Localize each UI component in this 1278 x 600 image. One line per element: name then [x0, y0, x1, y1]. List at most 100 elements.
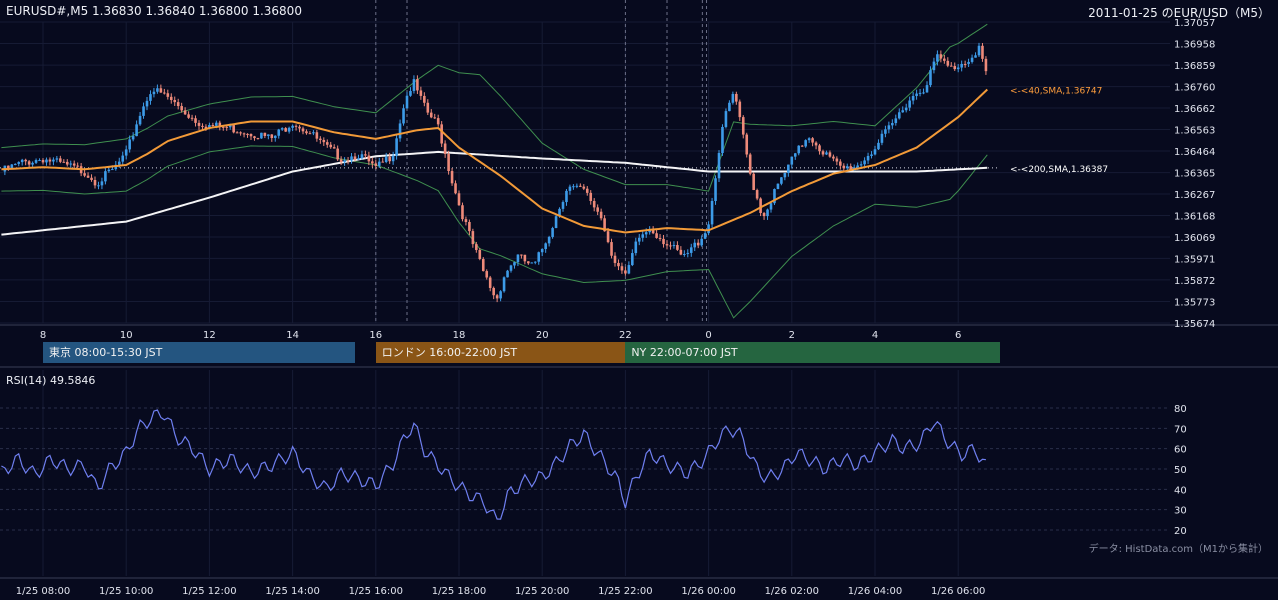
candle-body	[845, 166, 849, 169]
candle-body	[956, 67, 960, 70]
candle-body	[568, 186, 572, 191]
candle-body	[617, 262, 620, 267]
candle-body	[946, 60, 950, 66]
candle-body	[859, 164, 863, 166]
candle-body	[665, 244, 669, 246]
candle-body	[700, 238, 703, 246]
symbol-info: EURUSD#,M5 1.36830 1.36840 1.36800 1.368…	[6, 4, 302, 18]
candle-body	[547, 236, 551, 244]
candle-body	[533, 261, 537, 263]
candle-body	[97, 185, 100, 187]
candle-body	[637, 237, 641, 242]
candle-body	[128, 139, 131, 150]
candlestick-series	[3, 42, 988, 303]
candle-body	[468, 222, 471, 232]
time-tick-label: 1/25 18:00	[432, 586, 486, 597]
candle-body	[13, 163, 17, 165]
candle-body	[215, 122, 218, 126]
candle-body	[738, 101, 742, 118]
candle-body	[800, 145, 804, 147]
candle-body	[72, 163, 76, 166]
candle-body	[298, 126, 301, 129]
candle-body	[100, 181, 104, 186]
hour-tick-label: 4	[872, 330, 878, 341]
candle-body	[589, 192, 593, 201]
candle-body	[676, 245, 679, 250]
candle-body	[585, 188, 589, 193]
candle-body	[901, 110, 905, 113]
candle-body	[270, 134, 274, 138]
candle-body	[65, 161, 69, 165]
candle-body	[131, 136, 135, 140]
candle-body	[391, 155, 395, 162]
sma-200-line	[1, 150, 988, 236]
candle-body	[253, 136, 256, 139]
candle-body	[887, 125, 891, 130]
candle-body	[156, 88, 159, 92]
candle-body	[596, 207, 599, 212]
candle-body	[745, 134, 749, 155]
candle-body	[516, 254, 520, 263]
time-tick-label: 1/25 22:00	[598, 586, 652, 597]
candle-body	[575, 185, 579, 187]
candle-body	[953, 66, 957, 70]
candle-body	[689, 247, 693, 253]
candle-body	[124, 149, 128, 156]
hour-tick-label: 20	[536, 330, 549, 341]
candle-body	[201, 125, 204, 127]
price-tick-label: 1.35674	[1174, 319, 1215, 330]
price-tick-label: 1.36760	[1174, 83, 1215, 94]
candle-body	[780, 177, 783, 184]
hour-tick-label: 14	[286, 330, 299, 341]
bollinger-lower-band	[1, 145, 988, 319]
candle-body	[977, 45, 981, 56]
candle-body	[648, 230, 651, 233]
candle-body	[104, 171, 107, 182]
candle-body	[163, 92, 166, 94]
candle-body	[478, 249, 482, 259]
sma-200-series	[1, 150, 988, 236]
candle-body	[731, 93, 735, 103]
candle-body	[107, 169, 111, 172]
candle-body	[939, 54, 943, 59]
candle-body	[339, 159, 343, 163]
candle-body	[634, 241, 638, 254]
candle-body	[169, 96, 173, 100]
rsi-tick-label: 20	[1174, 526, 1187, 537]
candle-body	[388, 156, 391, 162]
candle-body	[121, 155, 125, 162]
candle-body	[787, 164, 790, 173]
candle-body	[866, 155, 870, 161]
candle-body	[190, 117, 194, 119]
candle-body	[83, 173, 86, 176]
candle-body	[24, 159, 27, 162]
candle-body	[145, 100, 149, 107]
candle-body	[194, 118, 197, 123]
candle-body	[662, 238, 665, 245]
candle-body	[277, 129, 281, 136]
candle-body	[159, 88, 163, 93]
price-tick-label: 1.36267	[1174, 190, 1215, 201]
candle-body	[312, 132, 315, 134]
candle-body	[530, 262, 534, 264]
candle-body	[197, 122, 201, 126]
candle-body	[707, 224, 710, 234]
candle-body	[481, 258, 485, 272]
candle-body	[325, 142, 329, 145]
candle-body	[551, 228, 554, 237]
candle-body	[364, 154, 367, 156]
rsi-panel: 80 70 60 50 40 30 20	[0, 404, 1187, 537]
candle-body	[897, 112, 901, 119]
price-tick-label: 1.35773	[1174, 297, 1215, 308]
candle-body	[353, 156, 357, 160]
candle-body	[395, 138, 398, 156]
candle-body	[728, 102, 731, 112]
candle-body	[835, 158, 839, 162]
candle-body	[211, 125, 215, 127]
rsi-indicator-label: RSI(14) 49.5846	[6, 374, 96, 387]
candle-body	[759, 198, 762, 214]
candle-body	[904, 107, 908, 111]
time-tick-label: 1/26 06:00	[931, 586, 985, 597]
candle-body	[461, 205, 464, 220]
